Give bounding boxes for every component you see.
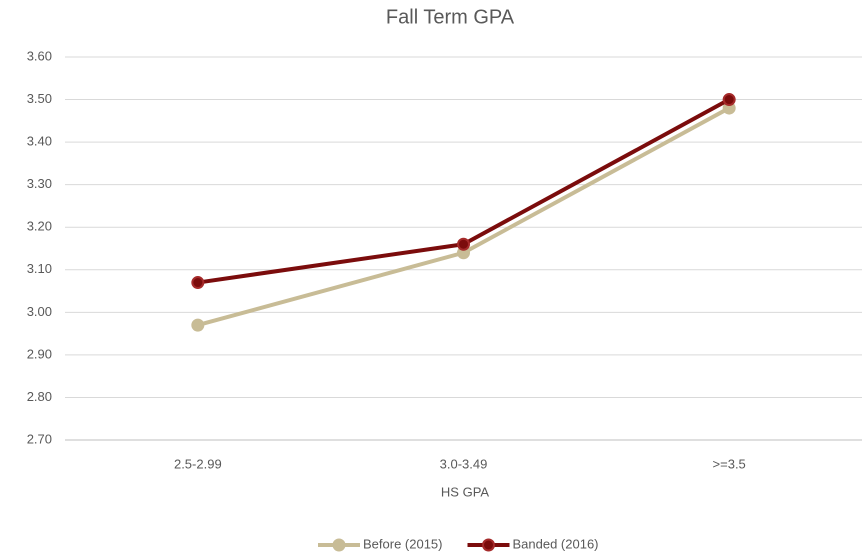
- y-tick-label: 3.30: [27, 176, 52, 191]
- y-tick-label: 3.00: [27, 304, 52, 319]
- series-line: [197, 106, 731, 328]
- y-tick-label: 3.60: [27, 48, 52, 63]
- x-axis-label: HS GPA: [441, 484, 489, 499]
- y-tick-label: 2.90: [27, 346, 52, 361]
- point-marker: [722, 93, 736, 107]
- y-tick-label: 3.40: [27, 134, 52, 149]
- legend-marker: [332, 538, 346, 552]
- x-tick-label: >=3.5: [713, 456, 746, 471]
- y-tick-label: 3.20: [27, 219, 52, 234]
- point-marker: [191, 318, 205, 332]
- y-tick-label: 3.50: [27, 91, 52, 106]
- x-tick-label: 2.5-2.99: [174, 456, 222, 471]
- y-tick-label: 2.80: [27, 389, 52, 404]
- point-marker: [457, 237, 470, 251]
- chart-title: Fall Term GPA: [386, 6, 515, 28]
- legend-label: Banded (2016): [513, 536, 599, 551]
- y-tick-label: 3.10: [27, 261, 52, 276]
- point-marker: [191, 276, 205, 290]
- legend-label: Before (2015): [363, 536, 443, 551]
- x-tick-label: 3.0-3.49: [440, 456, 488, 471]
- y-tick-label: 2.70: [27, 431, 52, 446]
- legend-marker: [482, 538, 495, 552]
